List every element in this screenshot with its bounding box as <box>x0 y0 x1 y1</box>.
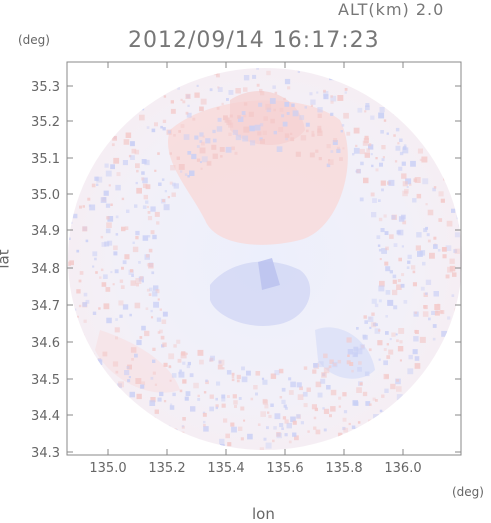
y-tick-label: 34.5 <box>31 373 60 388</box>
x-axis-unit: (deg) <box>452 485 484 499</box>
y-tick-label: 35.2 <box>31 115 60 130</box>
x-tick-label: 136.0 <box>384 461 421 476</box>
y-tick-label: 34.4 <box>31 409 60 424</box>
x-tick-label: 135.8 <box>325 461 362 476</box>
y-tick-label: 35.3 <box>31 80 60 95</box>
x-tick-label: 135.6 <box>266 461 303 476</box>
y-axis-unit: (deg) <box>18 33 50 47</box>
y-tick-label: 35.1 <box>31 152 60 167</box>
y-axis-ticks: 35.3 35.2 35.1 35.0 34.9 34.8 34.7 34.6 34.5 34.4… <box>31 80 461 461</box>
y-tick-label: 34.3 <box>31 446 60 461</box>
x-tick-label: 135.4 <box>207 461 244 476</box>
y-tick-label: 34.7 <box>31 299 60 314</box>
x-tick-label: 135.0 <box>89 461 126 476</box>
plot-frame <box>66 61 462 456</box>
y-tick-label: 35.0 <box>31 188 60 203</box>
x-tick-label: 135.2 <box>148 461 185 476</box>
y-tick-label: 34.8 <box>31 262 60 277</box>
y-tick-label: 34.6 <box>31 336 60 351</box>
altitude-label: ALT(km) 2.0 <box>338 0 445 19</box>
timestamp-title: 2012/09/14 16:17:23 <box>128 28 380 53</box>
y-tick-label: 34.9 <box>31 224 60 239</box>
x-axis-ticks: 135.0 135.2 135.4 135.6 135.8 136.0 <box>89 62 422 476</box>
radar-field <box>68 68 462 450</box>
x-axis-title: lon <box>252 505 275 523</box>
